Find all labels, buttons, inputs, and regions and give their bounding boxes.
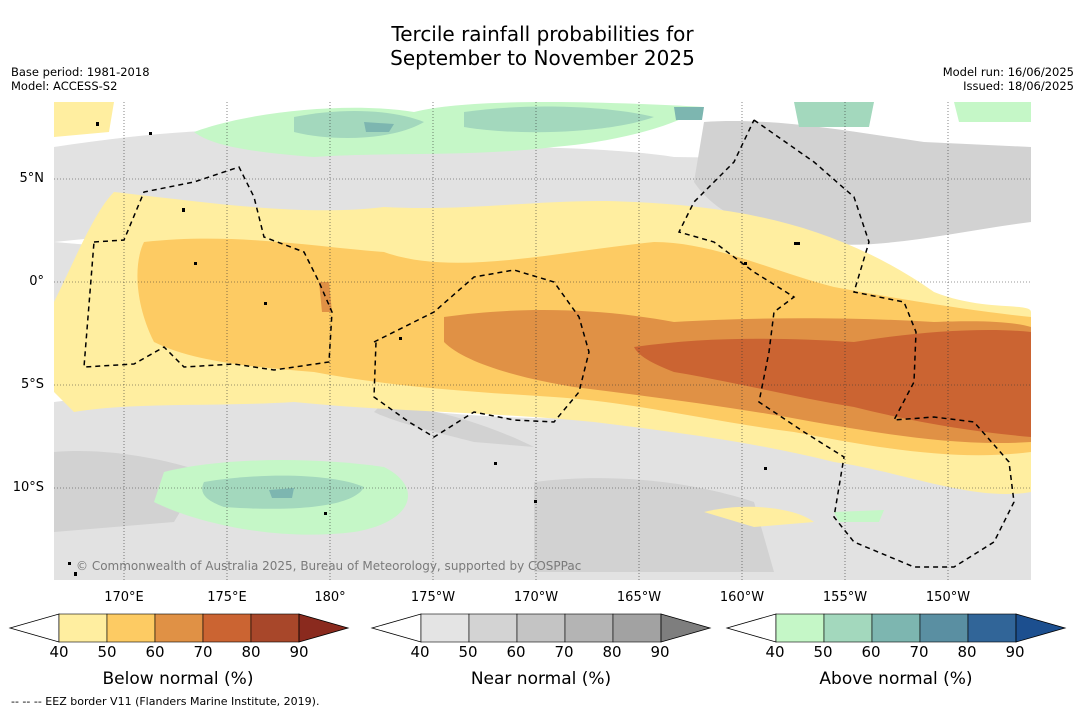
colorbar-segment [250, 613, 300, 643]
cbar-tick: 60 [861, 643, 881, 661]
cbar-tick: 50 [97, 643, 117, 661]
near-normal-darker [54, 121, 1031, 572]
cbar-tick: 70 [193, 643, 213, 661]
lon-label-170e: 170°E [104, 590, 144, 605]
lat-label-10s: 10°S [12, 480, 44, 495]
colorbar-segment [564, 613, 614, 643]
colorbar-segment [775, 613, 825, 643]
cbar-tick: 70 [909, 643, 929, 661]
title-line-1: Tercile rainfall probabilities for [391, 22, 694, 46]
below-normal-areas [54, 102, 1031, 527]
colorbar-segment [420, 613, 470, 643]
colorbar-segment [823, 613, 873, 643]
cbar-tick: 80 [957, 643, 977, 661]
title-line-2: September to November 2025 [390, 46, 695, 70]
lon-label-160w: 160°W [719, 590, 765, 605]
colorbar-min-arrow [8, 613, 60, 643]
lat-label-5s: 5°S [20, 377, 44, 392]
cbar-tick: 50 [813, 643, 833, 661]
colorbar-segment [612, 613, 662, 643]
meta-left: Base period: 1981-2018 Model: ACCESS-S2 [11, 65, 150, 93]
colorbar-title: Above normal (%) [819, 669, 973, 689]
meta-right: Model run: 16/06/2025 Issued: 18/06/2025 [943, 65, 1074, 93]
cbar-tick: 90 [1005, 643, 1025, 661]
colorbar-title: Near normal (%) [470, 669, 612, 689]
lon-label-180: 180° [314, 590, 346, 605]
lon-label-175w: 175°W [410, 590, 456, 605]
base-period: Base period: 1981-2018 [11, 65, 150, 79]
colorbar-segment [516, 613, 566, 643]
model-name: Model: ACCESS-S2 [11, 79, 118, 93]
lon-label-150w: 150°W [925, 590, 971, 605]
colorbar-segment [106, 613, 156, 643]
colorbar-segment [967, 613, 1017, 643]
lat-label-0: 0° [29, 274, 44, 289]
graticule [54, 102, 1031, 580]
model-run: Model run: 16/06/2025 [942, 65, 1074, 79]
colorbar-max-arrow [298, 613, 350, 643]
lon-label-155w: 155°W [822, 590, 868, 605]
colorbar-min-arrow [370, 613, 422, 643]
eez-footnote: -- -- -- EEZ border V11 (Flanders Marine… [11, 695, 320, 708]
eez-borders [83, 119, 1015, 568]
colorbar-max-arrow [1015, 613, 1067, 643]
cbar-tick: 90 [650, 643, 670, 661]
above-normal-areas [154, 102, 1031, 535]
cbar-tick: 80 [602, 643, 622, 661]
cbar-tick: 60 [506, 643, 526, 661]
colorbar-segment [871, 613, 921, 643]
cbar-tick: 70 [554, 643, 574, 661]
lon-label-165w: 165°W [616, 590, 662, 605]
colorbar-title: Below normal (%) [102, 669, 254, 689]
lon-label-175e: 175°E [207, 590, 247, 605]
cbar-tick: 50 [458, 643, 478, 661]
colorbar-segment [58, 613, 108, 643]
lat-label-5n: 5°N [19, 171, 45, 186]
colorbar-segment [154, 613, 204, 643]
cbar-tick: 80 [241, 643, 261, 661]
colorbar-min-arrow [725, 613, 777, 643]
cbar-tick: 60 [145, 643, 165, 661]
colorbar-segment [202, 613, 252, 643]
colorbar-segment [919, 613, 969, 643]
colorbars [8, 613, 1067, 643]
lon-label-170w: 170°W [513, 590, 559, 605]
colorbar-segment [468, 613, 518, 643]
cbar-tick: 40 [765, 643, 785, 661]
issued-date: Issued: 18/06/2025 [963, 79, 1074, 93]
copyright-text: © Commonwealth of Australia 2025, Bureau… [76, 559, 581, 573]
cbar-tick: 40 [49, 643, 69, 661]
islands [68, 122, 800, 576]
colorbar-max-arrow [660, 613, 712, 643]
probability-map: © Commonwealth of Australia 2025, Bureau… [54, 102, 1031, 580]
map-title: Tercile rainfall probabilities for Septe… [0, 22, 1085, 70]
cbar-tick: 40 [410, 643, 430, 661]
cbar-tick: 90 [289, 643, 309, 661]
